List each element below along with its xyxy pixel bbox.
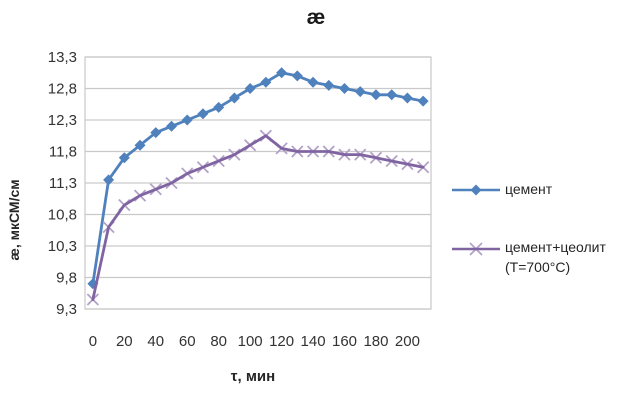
diamond-marker: [354, 86, 366, 98]
diamond-marker: [197, 108, 209, 120]
diamond-marker: [103, 174, 115, 186]
diamond-marker: [260, 76, 272, 88]
diamond-marker: [244, 83, 256, 94]
x-axis-title: τ, мин: [230, 368, 276, 385]
chart-legend: цемент цемент+цеолит (Т=700°С): [451, 179, 606, 277]
diamond-marker: [166, 120, 177, 132]
diamond-marker: [307, 76, 319, 88]
legend-item-cement-zeolite: цемент+цеолит (Т=700°С): [451, 237, 606, 277]
series-line-1: [91, 134, 425, 301]
x-tick-label: 60: [179, 333, 196, 350]
diamond-marker: [323, 79, 335, 91]
chart-title: æ: [306, 6, 326, 29]
diamond-marker: [134, 139, 146, 151]
y-tick-label: 12,3: [48, 112, 77, 129]
y-tick-label: 10,8: [48, 207, 77, 224]
y-tick-label: 9,8: [56, 270, 77, 287]
legend-label-line2: (Т=700°С): [505, 259, 571, 275]
diamond-marker: [401, 92, 413, 104]
y-tick-label: 9,3: [56, 301, 77, 318]
x-tick-label: 0: [89, 333, 97, 350]
legend-item-cement: цемент: [451, 179, 606, 199]
diamond-marker: [417, 95, 429, 107]
y-tick-label: 11,3: [49, 175, 77, 192]
x-tick-label: 180: [363, 333, 388, 350]
x-tick-label: 80: [210, 333, 227, 350]
y-tick-label: 13,3: [48, 49, 77, 66]
diamond-marker: [228, 92, 240, 104]
x-tick-label: 120: [269, 333, 294, 350]
diamond-marker: [386, 89, 398, 101]
diamond-marker: [150, 127, 162, 139]
diamond-marker: [118, 152, 130, 164]
plot-border: [84, 56, 432, 310]
legend-x-series-icon: [452, 242, 500, 256]
y-tick-label: 12,8: [48, 81, 77, 98]
diamond-marker: [291, 70, 303, 82]
diamond-marker: [339, 83, 350, 94]
x-tick-label: 140: [301, 333, 326, 350]
x-tick-label: 100: [238, 333, 263, 350]
legend-label-cement-zeolite: цемент+цеолит (Т=700°С): [505, 237, 606, 277]
diamond-marker: [370, 89, 382, 101]
series-line-0: [91, 71, 425, 286]
legend-label-line1: цемент+цеолит: [505, 239, 606, 255]
y-tick-label: 10,3: [48, 238, 77, 255]
y-tick-label: 11,8: [49, 144, 77, 161]
diamond-marker: [276, 67, 288, 79]
x-tick-label: 20: [116, 333, 133, 350]
diamond-marker: [181, 114, 193, 126]
x-tick-label: 40: [147, 333, 164, 350]
legend-diamond-series-icon: [452, 184, 500, 196]
x-tick-label: 160: [332, 333, 357, 350]
diamond-marker: [213, 101, 225, 113]
x-tick-label: 200: [395, 333, 420, 350]
legend-label-cement: цемент: [505, 181, 553, 197]
